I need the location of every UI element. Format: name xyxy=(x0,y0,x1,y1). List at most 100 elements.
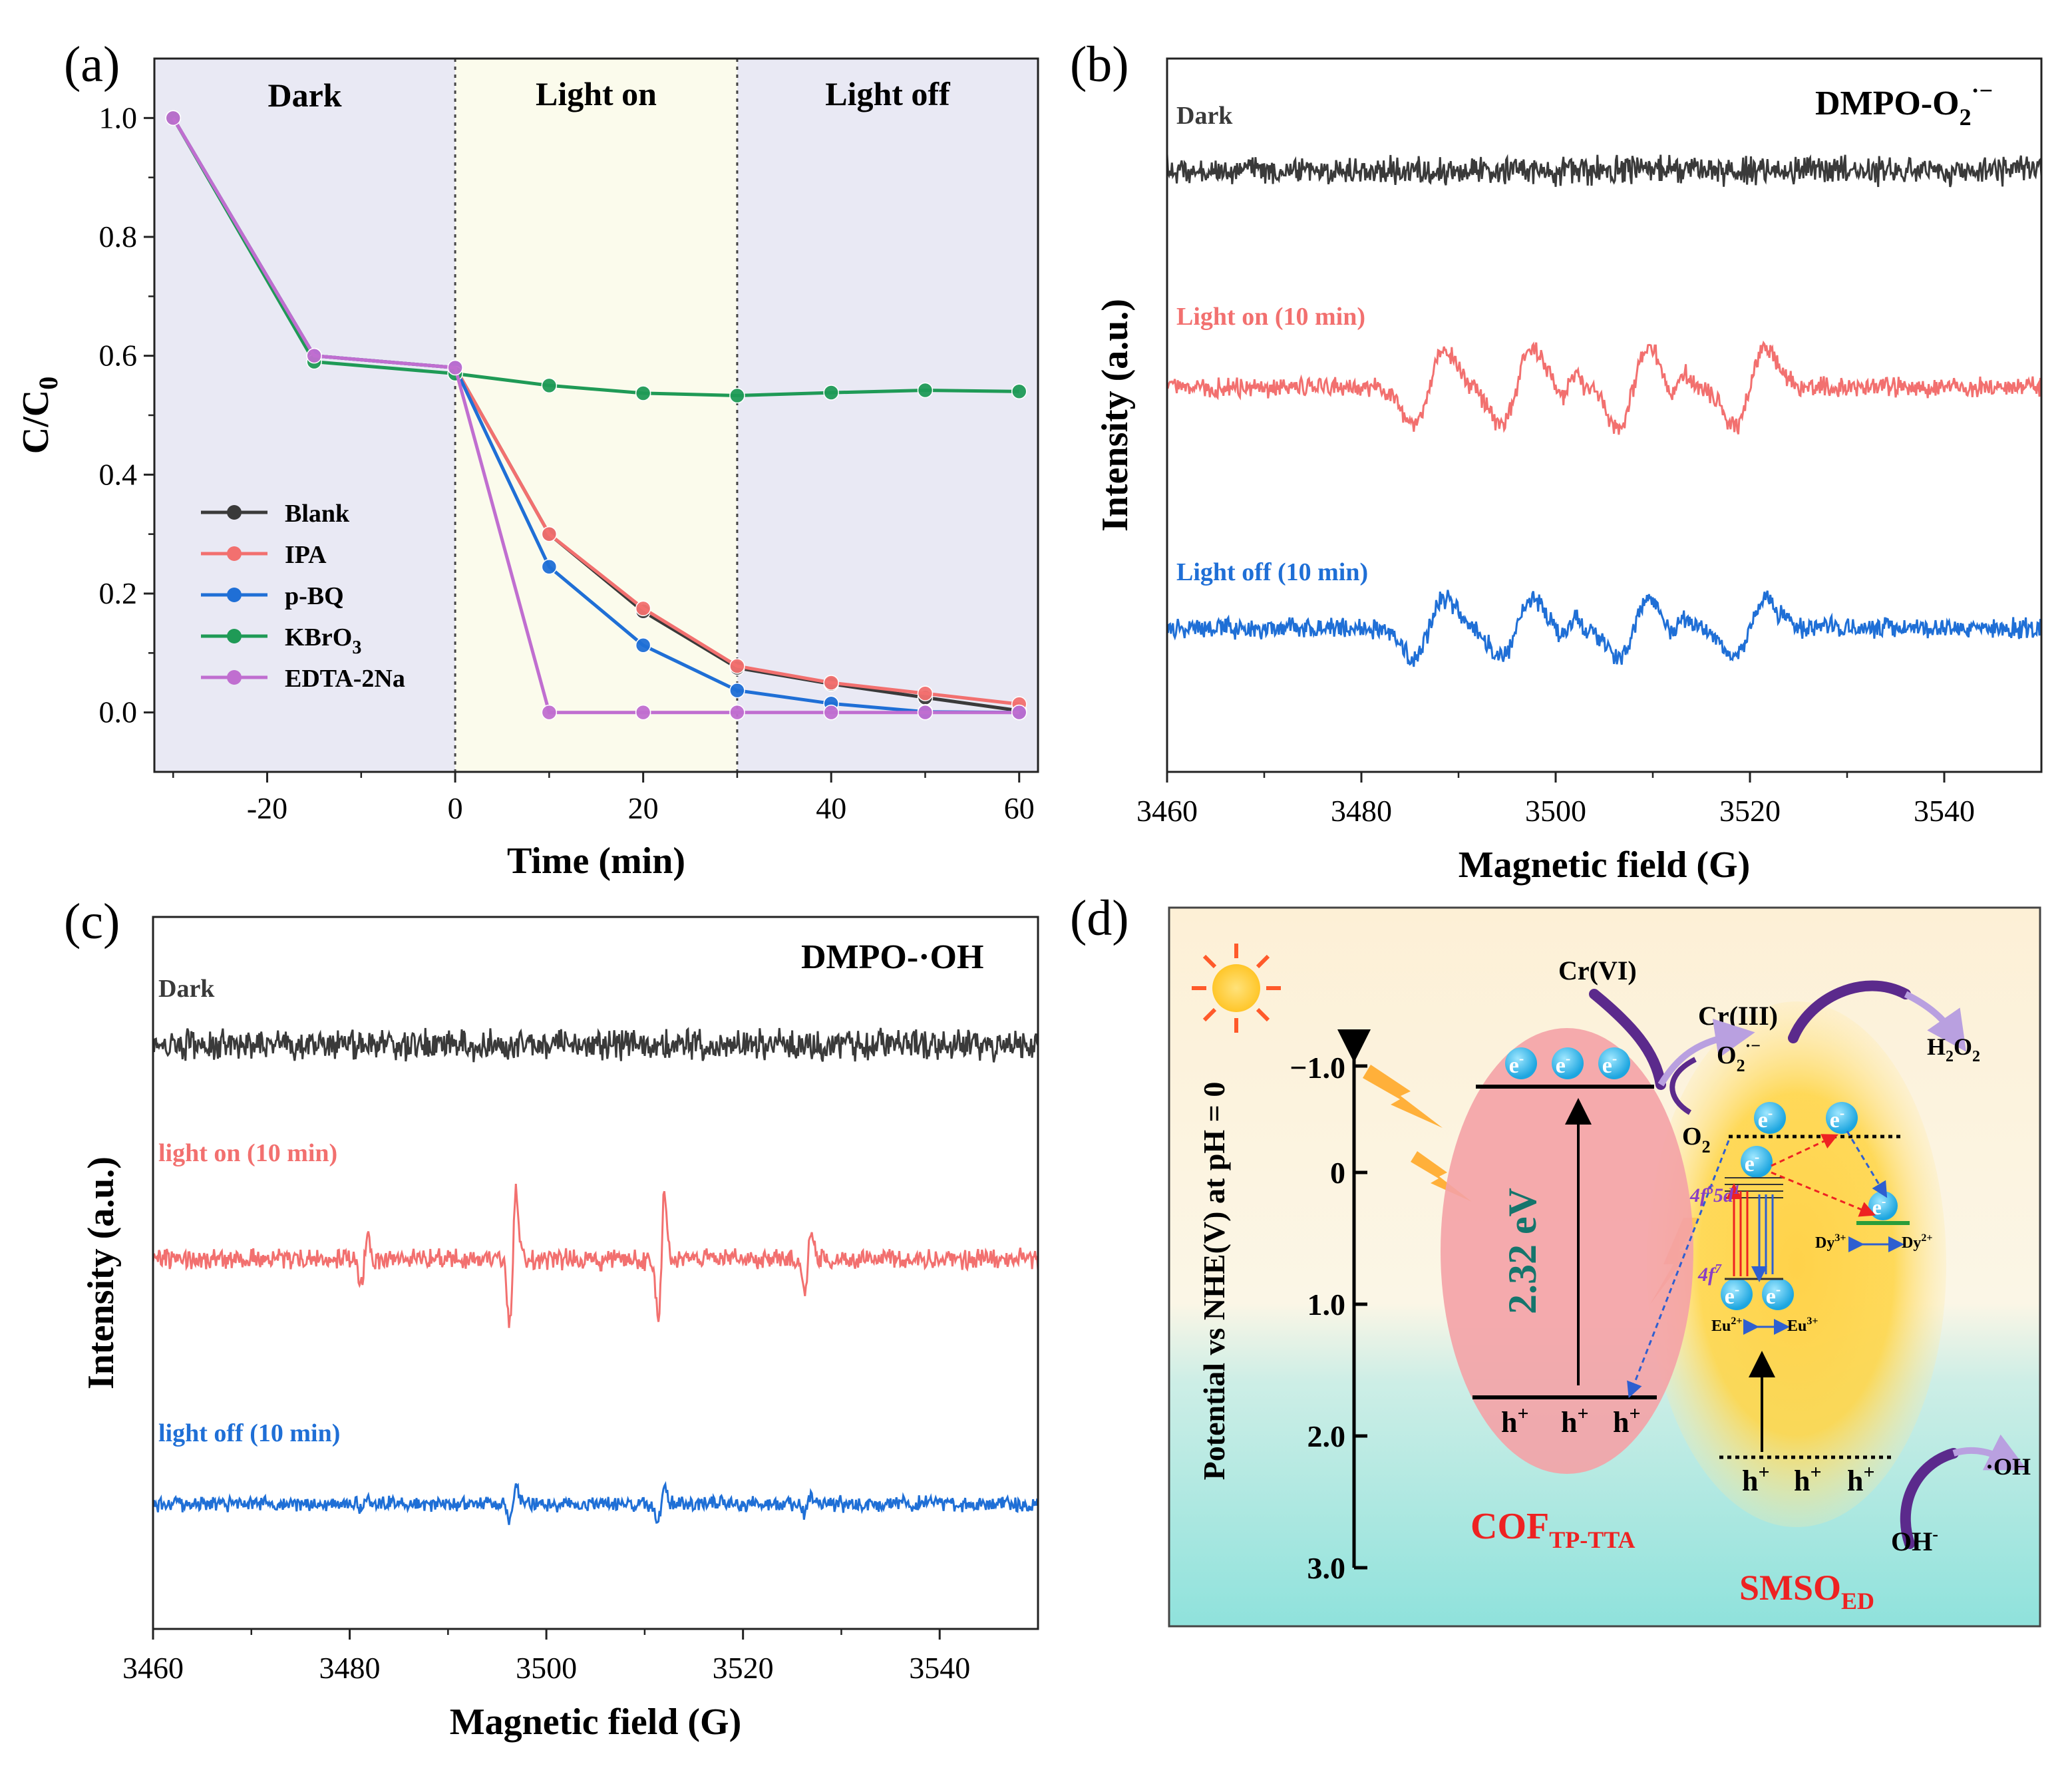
x-axis-label: Time (min) xyxy=(507,840,685,882)
data-point xyxy=(541,559,558,575)
legend-marker xyxy=(227,670,242,685)
x-tick-label: 3540 xyxy=(1914,794,1975,828)
superoxide-label: O2·− xyxy=(1717,1036,1761,1075)
y-tick-label: 0.2 xyxy=(99,576,138,610)
legend-label: p-BQ xyxy=(285,582,344,610)
data-point xyxy=(447,359,463,376)
data-point xyxy=(729,704,745,721)
plot-frame xyxy=(152,916,1039,1630)
o2-label: O2 xyxy=(1682,1123,1711,1156)
electron-label: e- xyxy=(1830,1105,1844,1133)
trace-labels: Dark light on (10 min) light off (10 min) xyxy=(158,975,340,1447)
legend-label: KBrO3 xyxy=(285,623,361,658)
data-point xyxy=(917,685,934,701)
light-off-region xyxy=(737,59,1038,772)
trace-label: light on (10 min) xyxy=(158,1139,337,1167)
y-tick-label: 1.0 xyxy=(99,100,138,134)
epr-trace-1 xyxy=(1166,340,2043,435)
x-tick-label: 3460 xyxy=(1136,794,1198,828)
x-tick-label: 40 xyxy=(816,791,846,825)
electron-transfer-arrow xyxy=(1771,1171,1876,1217)
legend-marker xyxy=(227,546,242,561)
epr-trace-1 xyxy=(152,1184,1039,1328)
dy3-label: Dy3+ xyxy=(1815,1232,1846,1252)
electron-icon: e- xyxy=(1741,1146,1773,1178)
x-tick-label: -20 xyxy=(247,791,287,825)
x-tick-label: 3520 xyxy=(1719,794,1781,828)
z-scheme-transfer-arrow xyxy=(1627,1140,1730,1399)
eu3-label: Eu3+ xyxy=(1787,1316,1818,1335)
electron-label: e- xyxy=(1758,1105,1773,1133)
bandgap-label: 2.32 eV xyxy=(1500,1188,1544,1314)
series-group xyxy=(152,1027,1039,1525)
x-tick-label: 3480 xyxy=(1331,794,1392,828)
trace-label: light off (10 min) xyxy=(158,1419,340,1447)
data-point xyxy=(729,387,745,404)
data-point xyxy=(635,600,651,617)
electron-icon: e- xyxy=(1552,1047,1584,1079)
y-axis-label-main: C/C xyxy=(15,390,57,454)
oh-oxidation-arrow xyxy=(1900,1448,1959,1549)
legend-marker xyxy=(227,505,242,520)
epr-trace-2 xyxy=(152,1481,1039,1525)
electron-icon: e- xyxy=(1826,1102,1858,1134)
data-point xyxy=(1011,383,1027,400)
electron-icon: e- xyxy=(1721,1278,1753,1310)
x-tick-label: 60 xyxy=(1004,791,1035,825)
h2o2-formation-arrow xyxy=(1788,980,1911,1043)
axis-ticks: -20 0 20 40 60 0.0 0.2 0.4 0.6 0.8 1.0 xyxy=(99,100,1035,825)
electron-label: e- xyxy=(1725,1281,1739,1309)
y-tick-label: 0.6 xyxy=(99,339,138,373)
oh-oxidation-arrow xyxy=(1952,1434,2027,1471)
cof-label: COFTP-TTA xyxy=(1470,1506,1636,1553)
data-point xyxy=(823,704,839,721)
data-point xyxy=(306,347,322,364)
sun-icon xyxy=(1192,944,1281,1033)
plot-frame xyxy=(1166,57,2043,773)
trace-label: Light off (10 min) xyxy=(1176,558,1368,586)
electron-icon: e- xyxy=(1762,1278,1794,1310)
electron-label: e- xyxy=(1766,1281,1781,1309)
x-axis-label: Magnetic field (G) xyxy=(450,1701,742,1743)
panel-b: (b) DMPO-O2·− Dark Light on (10 min) Light… xyxy=(1070,37,2043,886)
data-point xyxy=(635,385,651,401)
panel-b-title-sub: 2 xyxy=(1960,104,1972,130)
electron-transfer-arrow xyxy=(1846,1131,1888,1198)
electron-label: e- xyxy=(1509,1050,1524,1078)
x-tick-label: 0 xyxy=(448,791,463,825)
hole-label: h+ xyxy=(1794,1461,1822,1497)
x-axis-label: Magnetic field (G) xyxy=(1459,844,1751,886)
legend-label: EDTA-2Na xyxy=(285,665,405,693)
electron-icon: e- xyxy=(1505,1047,1537,1079)
axis-ticks: 3460 3480 3500 3520 3540 xyxy=(1136,772,1975,828)
smso-label: SMSOED xyxy=(1739,1568,1874,1614)
tick-label: 2.0 xyxy=(1307,1419,1346,1453)
electron-icon: e- xyxy=(1754,1102,1786,1134)
data-point xyxy=(729,682,745,699)
panel-c-title: DMPO-·OH xyxy=(801,938,983,976)
data-point xyxy=(823,385,839,401)
hole-label: h+ xyxy=(1501,1403,1529,1439)
tick-label: 0 xyxy=(1330,1156,1345,1190)
series-group xyxy=(1166,154,2043,667)
trace-labels: Dark Light on (10 min) Light off (10 min) xyxy=(1176,102,1368,586)
trace-label: Dark xyxy=(1176,102,1233,130)
x-tick-label: 3500 xyxy=(1525,794,1586,828)
tick-label: 3.0 xyxy=(1307,1551,1346,1585)
data-point xyxy=(541,526,558,542)
panel-d-label: (d) xyxy=(1070,890,1129,946)
axis-ticks: 3460 3480 3500 3520 3540 xyxy=(122,1629,970,1685)
x-tick-label: 3520 xyxy=(713,1651,774,1685)
x-tick-label: 3540 xyxy=(909,1651,970,1685)
data-point xyxy=(635,637,651,653)
hole-label: h+ xyxy=(1847,1461,1875,1497)
cr6-label: Cr(VI) xyxy=(1558,956,1637,985)
eu2-label: Eu2+ xyxy=(1711,1316,1742,1335)
dark-region xyxy=(154,59,456,772)
h2o2-label: H2O2 xyxy=(1927,1033,1980,1065)
eu-excited-level-label: 4f65d1 xyxy=(1689,1182,1740,1206)
smso-particle xyxy=(1647,1001,1946,1527)
cr-reduction-arrow xyxy=(1657,1018,1755,1087)
region-label-light-on: Light on xyxy=(536,75,657,112)
